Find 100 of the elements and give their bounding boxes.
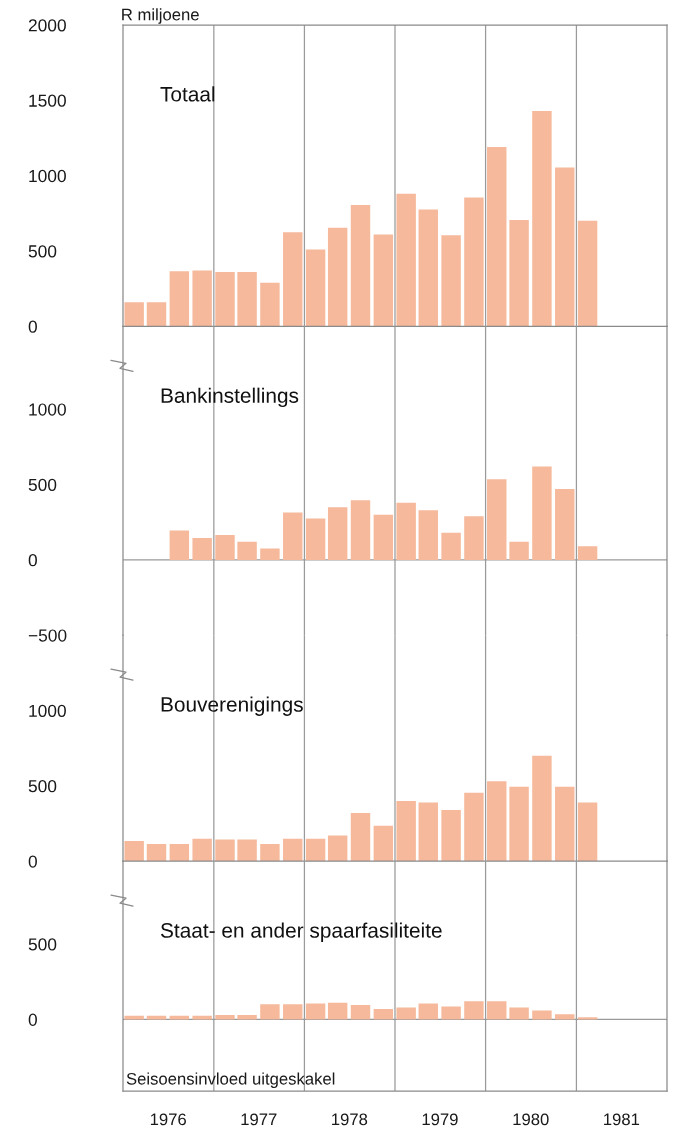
x-tick-label: 1976 [150,1113,186,1126]
bar [532,466,552,560]
bar [192,538,212,560]
bar [305,249,326,327]
bar [577,220,598,327]
bar [487,1001,507,1020]
bar [237,839,257,862]
bar [373,234,394,327]
bar [327,227,348,327]
bar [260,843,280,862]
x-tick-label: 1981 [604,1113,640,1126]
bar [192,838,212,862]
bar [237,541,257,560]
text: Totaal [160,86,215,102]
bar [555,786,575,862]
bar [532,110,552,327]
y-tick-label: 0 [28,320,37,333]
bar [350,1005,371,1020]
y-tick-label: 0 [28,1013,37,1026]
bar [373,514,394,560]
bar [555,489,575,560]
bar [350,205,371,327]
bar [464,197,484,327]
bar [396,800,416,862]
text: Bankinstellings [161,387,299,408]
bar [215,535,235,560]
bar [418,209,438,327]
y-tick-label: 1000 [29,403,66,416]
bar [555,1014,575,1020]
bar [146,843,167,862]
bar [441,810,461,862]
y-tick-label: 1000 [29,169,66,183]
bar [327,507,348,560]
bar [305,1003,326,1020]
y-axis-title: R miljoene [122,8,199,24]
bar [283,838,303,862]
y-tick-label: 0 [28,855,37,868]
bar [464,792,484,862]
bar [487,147,507,327]
bar [509,1007,529,1020]
bar [532,755,552,862]
bar [418,802,438,862]
bar [396,193,416,327]
bar [169,530,190,560]
bar [146,302,167,327]
bar [305,838,326,862]
bar [283,232,303,327]
bar [509,220,529,327]
y-tick-label: 500 [28,478,57,492]
bar [327,835,348,862]
bar [487,479,507,560]
y-tick-label: 1000 [29,704,66,718]
bar [350,813,371,862]
bar [327,1002,348,1020]
bar [509,786,529,862]
bar [373,1008,394,1020]
y-tick-label: 0 [28,554,37,567]
bar [441,235,461,327]
x-tick-label: 1980 [513,1113,549,1126]
bar [396,1007,416,1020]
bar [509,541,529,560]
y-tick-label: −500 [28,629,67,642]
bar [169,271,190,327]
y-tick-label: 500 [28,245,57,258]
x-tick-label: 1977 [241,1113,277,1126]
annotation: Seisoensinvloed uitgeskakel [126,1072,335,1088]
bar [124,840,144,862]
bar [169,843,190,862]
text: Bouverenigings [161,696,303,716]
bar [215,839,235,862]
bar [418,1003,438,1020]
bar [577,802,598,862]
bar [464,516,484,560]
bar [192,270,212,327]
bar [260,1004,280,1020]
bar [441,532,461,560]
bar [577,546,598,560]
bar [555,167,575,327]
bar [441,1006,461,1020]
y-tick-label: 2000 [28,19,66,32]
bar [283,1004,303,1020]
y-tick-label: 500 [28,938,57,951]
bar [532,1010,552,1020]
bar [418,510,438,560]
bar [464,1001,484,1020]
bar [124,302,144,327]
x-tick-label: 1979 [422,1113,458,1126]
bar [350,500,371,560]
bar [260,282,280,327]
y-tick-label: 1500 [29,94,66,107]
bar [260,548,280,560]
text: Staat- en ander spaarfasiliteite [160,922,442,942]
bar [396,502,416,560]
bar [215,1014,235,1020]
bar [237,1014,257,1020]
bar [487,781,507,862]
bar [283,512,303,560]
y-tick-label: 500 [28,780,57,793]
x-tick-label: 1978 [332,1113,368,1126]
bar [305,518,326,560]
